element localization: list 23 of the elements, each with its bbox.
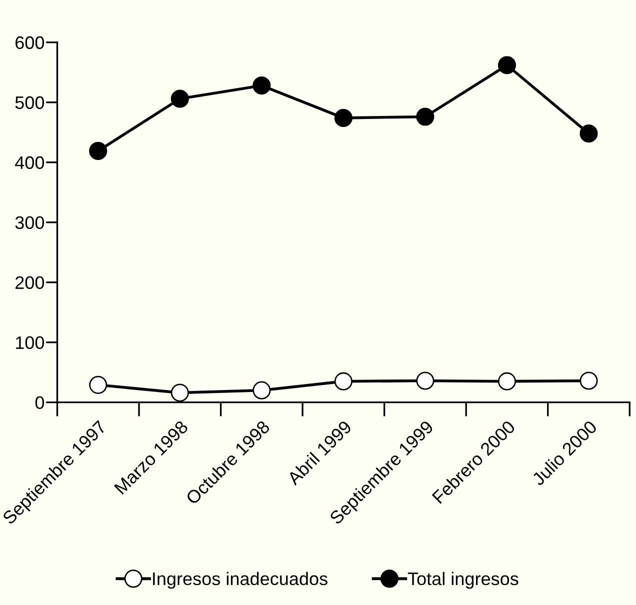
legend-label: Ingresos inadecuados [153, 572, 328, 589]
point [89, 376, 108, 394]
y-tick-label: 0 [35, 396, 44, 410]
y-tick-label: 300 [15, 216, 44, 230]
point [170, 90, 189, 108]
y-tick-label: 500 [15, 96, 44, 110]
y-tick-label: 200 [16, 276, 44, 290]
point [170, 384, 189, 402]
point [498, 56, 516, 74]
point [252, 76, 271, 95]
point [416, 372, 434, 390]
point [580, 124, 598, 143]
y-tick-label: 600 [16, 36, 44, 50]
point [498, 372, 516, 390]
y-tick-label: 100 [16, 336, 44, 350]
point [416, 108, 434, 126]
legend-label: Total ingresos [408, 572, 518, 589]
point [334, 108, 352, 127]
point [580, 372, 598, 390]
y-tick-label: 400 [15, 156, 44, 170]
point [89, 142, 108, 160]
point [252, 381, 271, 400]
point [334, 372, 352, 390]
